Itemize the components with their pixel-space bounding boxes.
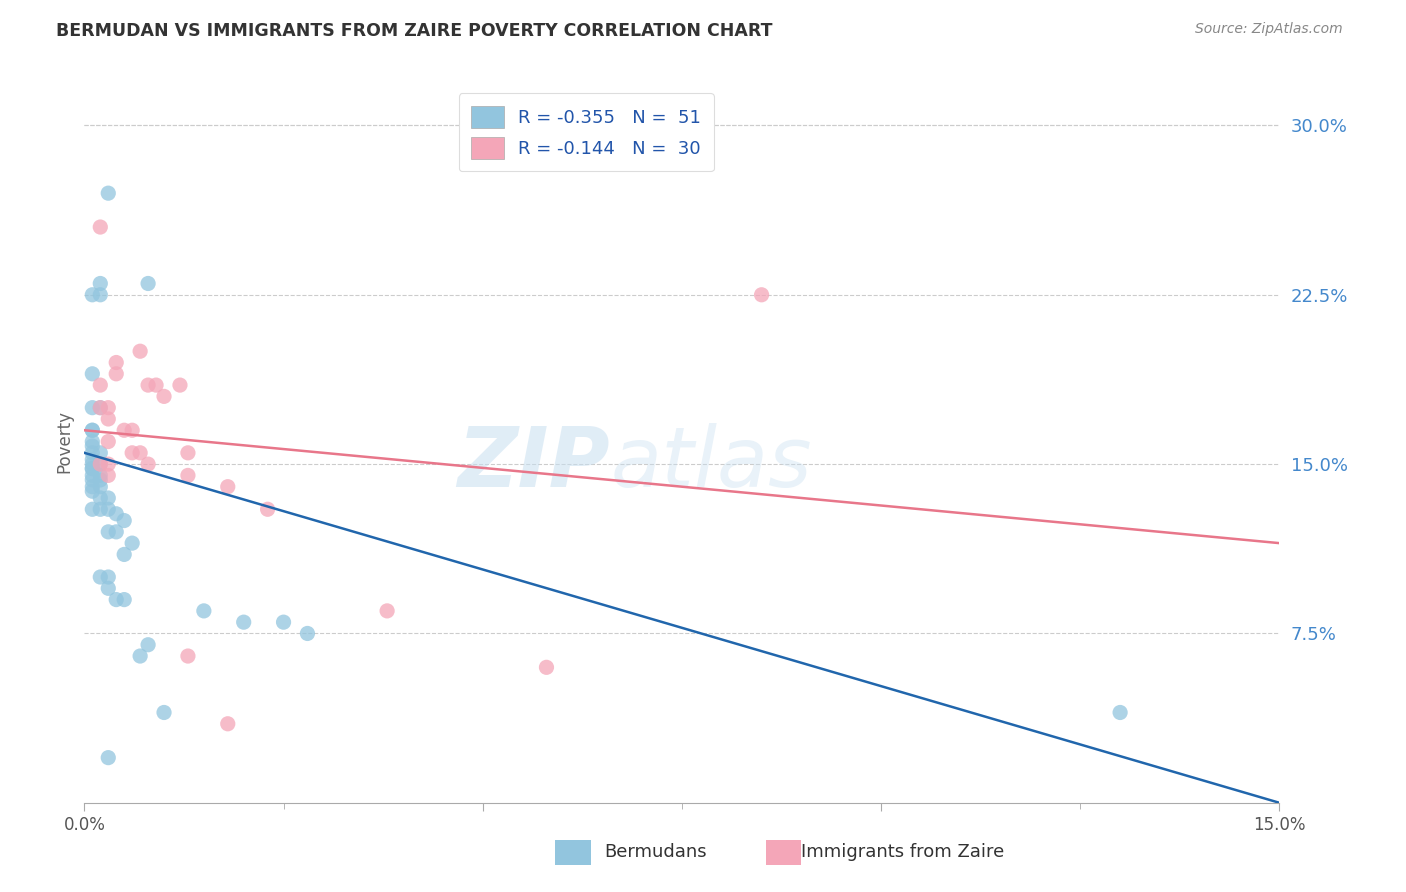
Point <box>112 514 135 528</box>
Point <box>82 401 104 415</box>
Point <box>112 548 135 562</box>
Point <box>89 401 111 415</box>
Text: ZIP: ZIP <box>457 423 610 504</box>
Point <box>129 344 152 359</box>
Point <box>97 434 120 449</box>
Text: atlas: atlas <box>610 423 811 504</box>
Point <box>89 378 111 392</box>
Point <box>97 457 120 471</box>
Point <box>82 480 104 494</box>
Point <box>97 582 120 596</box>
Point <box>121 536 143 550</box>
Point <box>97 524 120 539</box>
Point <box>129 446 152 460</box>
Point <box>97 491 120 505</box>
Point <box>89 277 111 291</box>
Point <box>256 502 278 516</box>
Point <box>217 480 239 494</box>
Point <box>82 468 104 483</box>
Point <box>97 502 120 516</box>
Point <box>82 367 104 381</box>
Point <box>89 287 111 301</box>
Point <box>97 412 120 426</box>
Point <box>97 186 120 201</box>
Point <box>89 502 111 516</box>
Point <box>536 660 558 674</box>
Point <box>232 615 254 630</box>
Point <box>121 446 143 460</box>
Point <box>82 423 104 437</box>
Point <box>82 461 104 475</box>
Point <box>82 452 104 467</box>
Point <box>97 570 120 584</box>
Point <box>82 423 104 437</box>
Point <box>89 480 111 494</box>
Point <box>105 355 128 369</box>
Point <box>89 446 111 460</box>
Point <box>177 446 200 460</box>
Point <box>105 367 128 381</box>
Point <box>1109 706 1132 720</box>
Point <box>97 468 120 483</box>
Point <box>129 648 152 663</box>
Point <box>136 277 159 291</box>
Point <box>105 592 128 607</box>
Text: Immigrants from Zaire: Immigrants from Zaire <box>801 843 1005 861</box>
Point <box>89 457 111 471</box>
Point <box>105 507 128 521</box>
Text: Bermudans: Bermudans <box>605 843 707 861</box>
Point <box>82 287 104 301</box>
Point <box>89 473 111 487</box>
Point <box>82 439 104 453</box>
Point <box>136 638 159 652</box>
Point <box>97 401 120 415</box>
Point <box>297 626 319 640</box>
Text: BERMUDAN VS IMMIGRANTS FROM ZAIRE POVERTY CORRELATION CHART: BERMUDAN VS IMMIGRANTS FROM ZAIRE POVERT… <box>56 22 773 40</box>
Point <box>145 378 167 392</box>
Point <box>89 570 111 584</box>
Point <box>375 604 398 618</box>
Point <box>97 750 120 764</box>
Point <box>153 389 176 403</box>
Point <box>82 473 104 487</box>
Point <box>153 706 176 720</box>
Point <box>82 434 104 449</box>
Point <box>136 457 159 471</box>
Point <box>89 491 111 505</box>
Point <box>82 484 104 499</box>
Point <box>89 401 111 415</box>
Point <box>112 592 135 607</box>
Point <box>82 457 104 471</box>
Point <box>121 423 143 437</box>
Point <box>751 287 773 301</box>
Point <box>82 502 104 516</box>
Point <box>89 220 111 235</box>
Point <box>193 604 215 618</box>
Point <box>169 378 191 392</box>
Y-axis label: Poverty: Poverty <box>55 410 73 473</box>
Point <box>112 423 135 437</box>
Point <box>217 716 239 731</box>
Point <box>89 468 111 483</box>
Point <box>136 378 159 392</box>
Point <box>177 648 200 663</box>
Point <box>82 461 104 475</box>
Point <box>177 468 200 483</box>
Point <box>89 457 111 471</box>
Point <box>82 446 104 460</box>
Point <box>105 524 128 539</box>
Point <box>273 615 295 630</box>
Legend: R = -0.355   N =  51, R = -0.144   N =  30: R = -0.355 N = 51, R = -0.144 N = 30 <box>458 93 714 171</box>
Text: Source: ZipAtlas.com: Source: ZipAtlas.com <box>1195 22 1343 37</box>
